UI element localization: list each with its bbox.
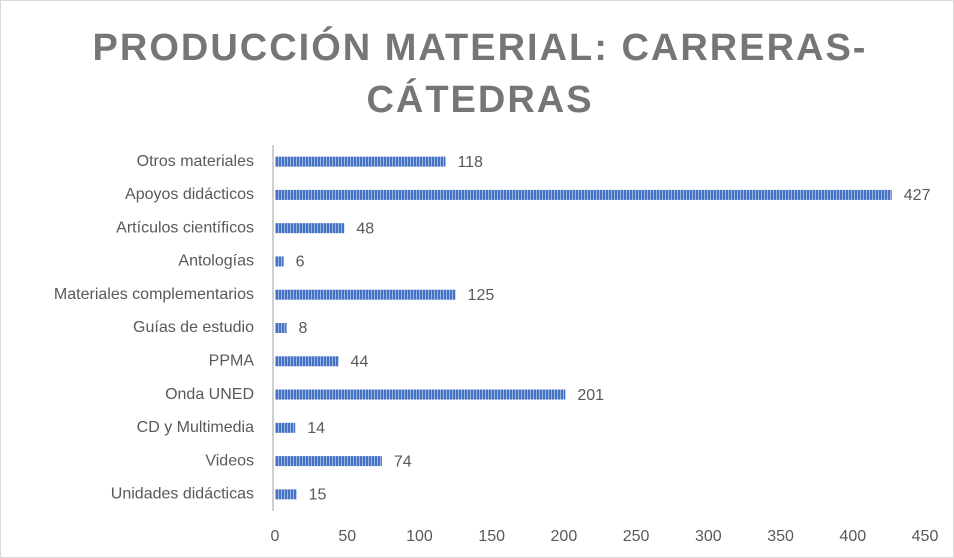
x-tick-label: 450 (912, 528, 939, 545)
value-label: 118 (457, 154, 483, 171)
value-label: 427 (904, 187, 931, 204)
x-tick-label: 50 (338, 528, 356, 545)
bar (275, 456, 382, 467)
value-label: 14 (307, 420, 325, 437)
bar (275, 189, 892, 200)
y-tick-label: Otros materiales (137, 153, 254, 170)
bar (275, 156, 446, 167)
y-tick-label: PPMA (209, 352, 255, 369)
bar (275, 223, 345, 234)
bar (275, 422, 296, 433)
value-label: 201 (577, 387, 604, 404)
value-label: 125 (468, 287, 495, 304)
bar (275, 289, 456, 300)
x-tick-label: 350 (767, 528, 794, 545)
x-tick-label: 0 (271, 528, 280, 545)
y-tick-label: Artículos científicos (116, 219, 254, 236)
x-tick-label: 400 (839, 528, 866, 545)
value-label: 8 (299, 320, 308, 337)
bar (275, 356, 339, 367)
value-label: 44 (351, 353, 369, 370)
y-tick-label: Videos (205, 452, 254, 469)
y-tick-label: Onda UNED (165, 386, 254, 403)
y-tick-label: Antologías (178, 253, 254, 270)
value-label: 15 (309, 487, 327, 504)
x-tick-label: 300 (695, 528, 722, 545)
bar (275, 256, 284, 267)
chart-title: PRODUCCIÓN MATERIAL: CARRERAS-CÁTEDRAS (92, 27, 868, 121)
y-tick-label: Apoyos didácticos (125, 186, 254, 203)
value-label: 48 (356, 220, 374, 237)
y-tick-label: Materiales complementarios (54, 286, 254, 303)
x-tick-label: 100 (406, 528, 433, 545)
y-tick-label: Unidades didácticas (111, 486, 254, 503)
bar (275, 389, 566, 400)
bar (275, 489, 297, 500)
value-label: 74 (394, 453, 412, 470)
x-tick-label: 200 (551, 528, 578, 545)
value-label: 6 (296, 254, 305, 271)
x-tick-label: 250 (623, 528, 650, 545)
y-tick-label: CD y Multimedia (137, 419, 254, 436)
bar (275, 323, 287, 333)
y-tick-label: Guías de estudio (133, 319, 254, 336)
x-tick-label: 150 (478, 528, 505, 545)
